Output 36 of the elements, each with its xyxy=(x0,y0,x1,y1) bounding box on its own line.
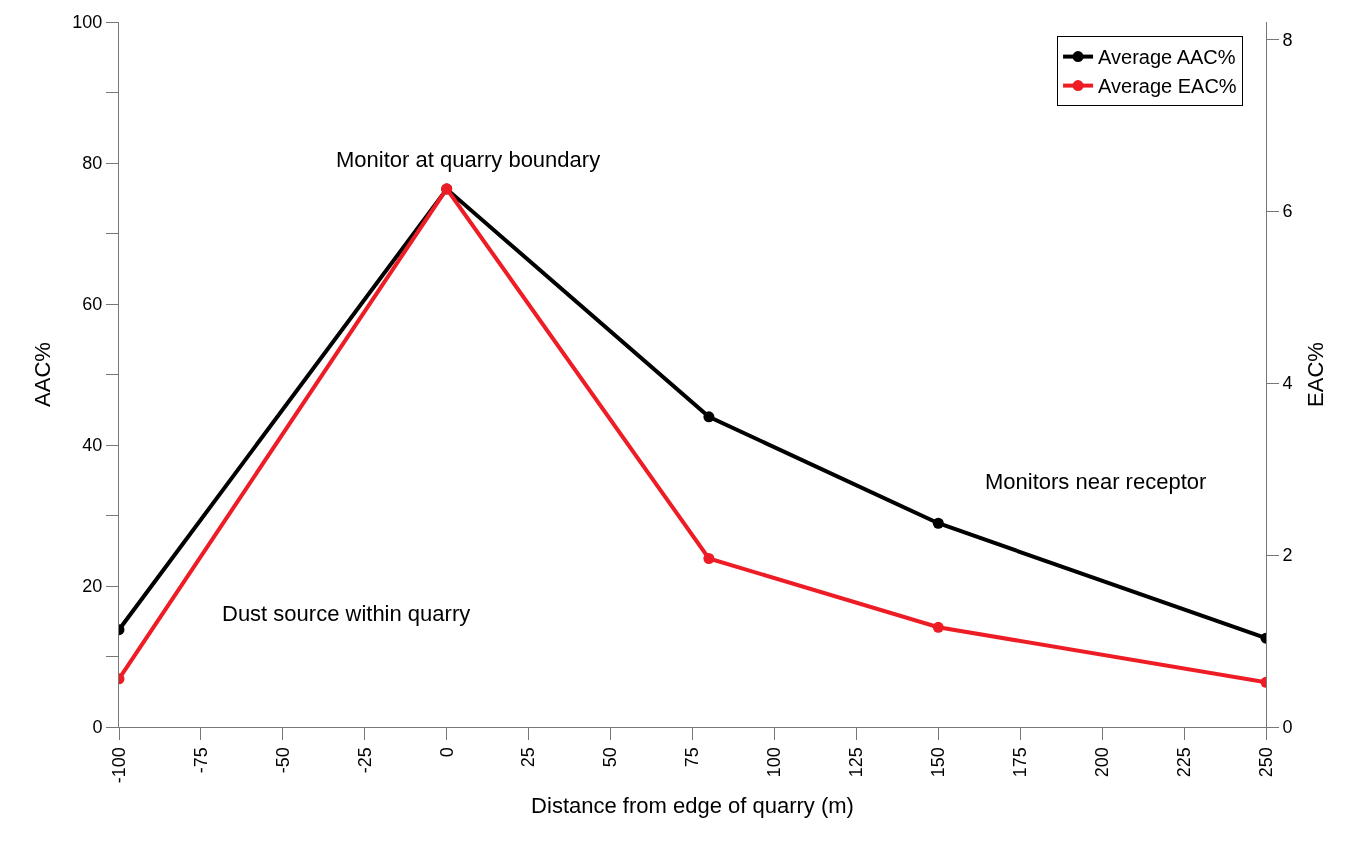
legend-label: Average AAC% xyxy=(1098,46,1236,69)
x-tick-label: 75 xyxy=(682,747,703,768)
y2-tick-label: 0 xyxy=(1282,717,1293,738)
annotation: Dust source within quarry xyxy=(222,601,471,626)
y-tick-label: 80 xyxy=(82,153,103,174)
y-tick-label: 40 xyxy=(82,435,103,456)
x-tick-label: 50 xyxy=(600,747,621,768)
y-axis-title: AAC% xyxy=(30,342,56,407)
y-tick-label: 60 xyxy=(82,294,103,315)
x-tick-label: 0 xyxy=(436,747,457,758)
x-tick-label: 250 xyxy=(1255,747,1276,778)
x-tick-label: -75 xyxy=(190,747,211,774)
x-tick-label: 175 xyxy=(1010,747,1031,778)
x-tick-label: 200 xyxy=(1091,747,1112,778)
x-tick-label: 150 xyxy=(928,747,949,778)
x-tick-label: -100 xyxy=(108,747,129,784)
annotation: Monitors near receptor xyxy=(985,469,1207,494)
y2-tick-label: 8 xyxy=(1282,29,1293,50)
y2-tick-label: 6 xyxy=(1282,201,1293,222)
x-tick-label: 25 xyxy=(518,747,539,768)
y-tick-label: 20 xyxy=(82,576,103,597)
legend-label: Average EAC% xyxy=(1098,75,1237,98)
y2-tick-label: 2 xyxy=(1282,545,1293,566)
x-tick-label: -50 xyxy=(272,747,293,774)
annotation: Monitor at quarry boundary xyxy=(336,147,601,172)
point xyxy=(932,621,944,633)
y2-tick-label: 4 xyxy=(1282,373,1293,394)
x-tick-label: -25 xyxy=(354,747,375,774)
point xyxy=(703,552,715,564)
x-tick-label: 225 xyxy=(1173,747,1194,778)
x-tick-label: 125 xyxy=(846,747,867,778)
x-axis-title: Distance from edge of quarry (m) xyxy=(531,793,854,819)
y2-axis-title: EAC% xyxy=(1302,342,1328,407)
x-tick-label: 100 xyxy=(764,747,785,778)
y-tick-label: 100 xyxy=(72,12,103,33)
y-tick-label: 0 xyxy=(92,717,103,738)
